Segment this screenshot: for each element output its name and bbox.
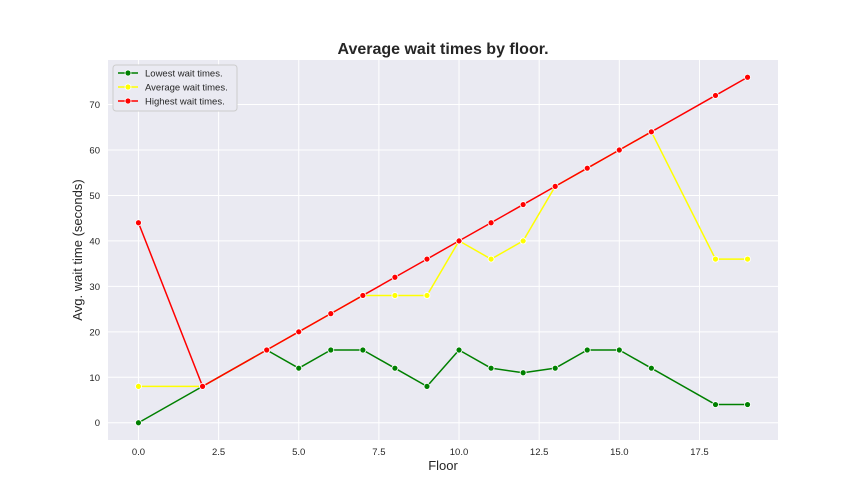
legend-item: Average wait times. xyxy=(118,83,228,94)
data-point xyxy=(295,364,303,372)
chart-title: Average wait times by floor. xyxy=(337,41,548,58)
data-point xyxy=(744,73,751,81)
data-point xyxy=(487,364,495,372)
legend-marker xyxy=(124,97,132,105)
data-point xyxy=(327,346,335,354)
series-3 xyxy=(135,73,751,390)
y-tick-label: 30 xyxy=(89,282,100,293)
data-point xyxy=(487,255,495,263)
data-point xyxy=(744,255,751,263)
y-tick-label: 10 xyxy=(89,373,100,384)
y-tick-label: 50 xyxy=(89,191,100,202)
legend-label: Average wait times. xyxy=(145,83,228,94)
x-tick-label: 2.5 xyxy=(212,447,225,458)
y-tick-label: 0 xyxy=(95,418,100,429)
y-axis-ticks: 0 10 20 30 40 50 60 70 xyxy=(89,100,100,429)
data-point xyxy=(199,382,206,390)
x-tick-label: 12.5 xyxy=(530,447,549,458)
x-axis-ticks: 0.0 2.5 5.0 7.5 10.0 12.5 15.0 17.5 xyxy=(132,447,709,458)
y-tick-label: 70 xyxy=(89,100,100,111)
data-point xyxy=(712,401,719,408)
data-point xyxy=(263,346,271,354)
data-point xyxy=(519,201,527,208)
data-point xyxy=(551,182,559,190)
y-tick-label: 60 xyxy=(89,146,100,157)
data-point xyxy=(647,128,655,136)
data-point xyxy=(615,146,623,154)
series-layer xyxy=(135,73,751,427)
legend-label: Lowest wait times. xyxy=(145,69,223,80)
data-point xyxy=(135,219,142,227)
data-point xyxy=(359,346,367,354)
legend: Lowest wait times. Average wait times. Hig… xyxy=(112,64,238,112)
data-point xyxy=(519,369,527,377)
data-point xyxy=(647,364,655,372)
data-point xyxy=(583,346,591,354)
data-point xyxy=(423,382,431,390)
data-point xyxy=(327,310,335,318)
data-point xyxy=(744,401,751,408)
data-point xyxy=(391,273,399,281)
data-point xyxy=(135,419,142,427)
data-point xyxy=(712,255,719,263)
y-axis-label: Avg. wait time (seconds) xyxy=(70,179,85,320)
legend-item: Highest wait times. xyxy=(118,97,225,108)
x-tick-label: 0.0 xyxy=(132,447,145,458)
data-point xyxy=(455,237,463,245)
legend-item: Lowest wait times. xyxy=(118,69,223,80)
x-tick-label: 7.5 xyxy=(372,447,385,458)
data-point xyxy=(583,164,591,172)
x-tick-label: 10.0 xyxy=(450,447,469,458)
data-point xyxy=(423,292,431,299)
legend-marker xyxy=(124,69,132,77)
data-point xyxy=(135,382,142,390)
data-point xyxy=(487,219,495,227)
legend-box xyxy=(112,64,238,112)
data-point xyxy=(712,92,719,99)
x-tick-label: 5.0 xyxy=(292,447,305,458)
x-tick-label: 15.0 xyxy=(610,447,629,458)
data-point xyxy=(615,346,623,354)
data-point xyxy=(295,328,303,336)
x-tick-label: 17.5 xyxy=(690,447,709,458)
data-point xyxy=(391,292,399,299)
y-tick-label: 40 xyxy=(89,236,100,247)
legend-label: Highest wait times. xyxy=(145,97,225,108)
data-point xyxy=(359,292,367,299)
data-point xyxy=(455,346,463,354)
y-tick-label: 20 xyxy=(89,327,100,338)
x-axis-label: Floor xyxy=(428,458,458,473)
legend-marker xyxy=(124,83,132,91)
data-point xyxy=(519,237,527,245)
data-point xyxy=(551,364,559,372)
data-point xyxy=(423,255,431,263)
data-point xyxy=(391,364,399,372)
